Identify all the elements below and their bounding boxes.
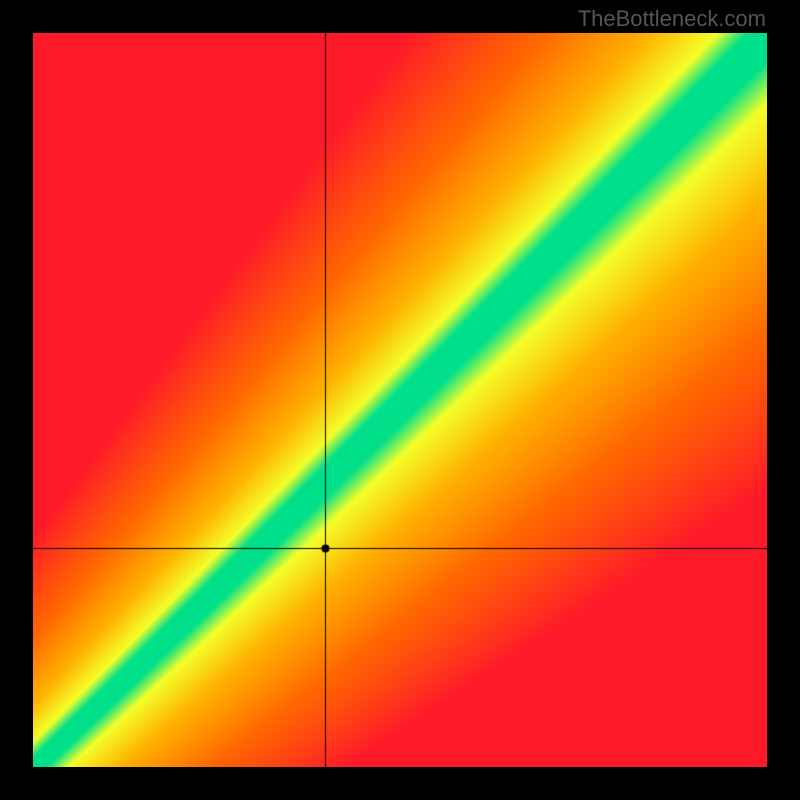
chart-container: TheBottleneck.com (0, 0, 800, 800)
watermark-text: TheBottleneck.com (578, 6, 766, 32)
bottleneck-heatmap-canvas (33, 33, 767, 767)
